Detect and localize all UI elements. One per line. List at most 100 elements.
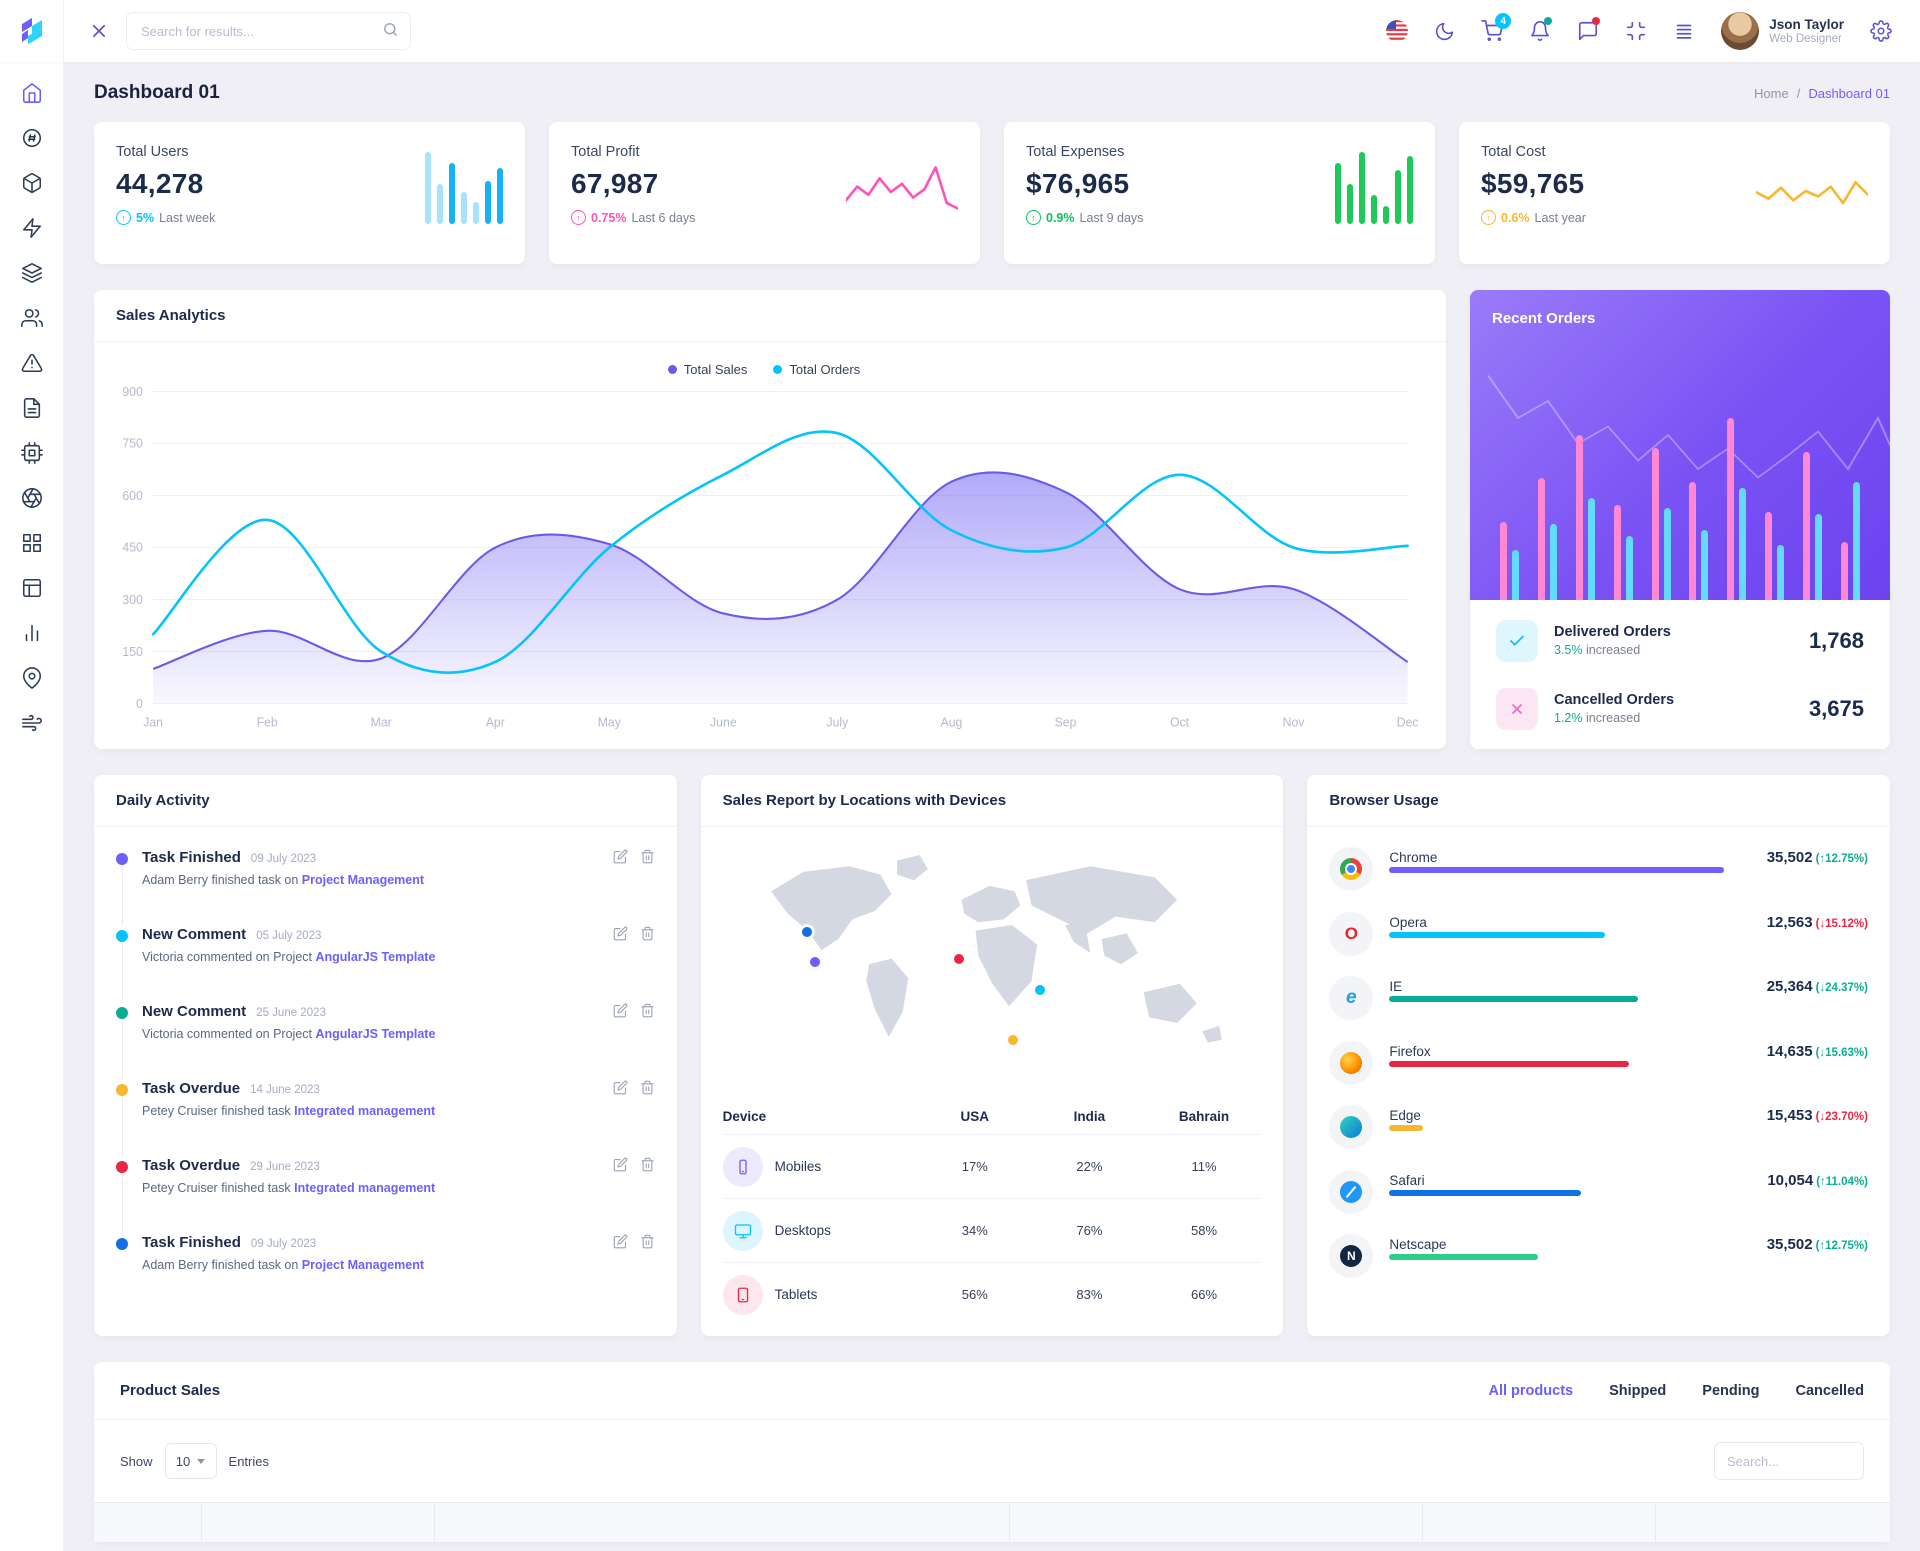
search-icon[interactable]	[382, 21, 399, 38]
activity-description: Petey Cruiser finished task Integrated m…	[142, 1181, 436, 1195]
edit-icon[interactable]	[613, 926, 628, 1003]
activity-link[interactable]: Project Management	[301, 873, 425, 887]
sidebar-item-package-icon[interactable]	[19, 170, 45, 196]
stat-card-total-expenses: Total Expenses $76,965 ↑ 0.9% Last 9 day…	[1004, 122, 1435, 264]
product-search-input[interactable]	[1714, 1442, 1864, 1480]
fullscreen-minimize-icon[interactable]	[1625, 20, 1647, 42]
browser-name: IE	[1389, 979, 1403, 994]
edge-logo-icon	[1329, 1105, 1374, 1149]
edit-icon[interactable]	[613, 849, 628, 926]
sidebar-close-icon[interactable]	[90, 22, 108, 40]
sidebar-item-users-icon[interactable]	[19, 305, 45, 331]
activity-description: Victoria commented on Project AngularJS …	[142, 1027, 436, 1041]
browser-progress-fill	[1389, 996, 1639, 1002]
delete-trash-icon[interactable]	[640, 1080, 655, 1157]
recent-orders-bar-chart	[1500, 375, 1860, 600]
browser-name: Safari	[1389, 1172, 1425, 1188]
delete-trash-icon[interactable]	[640, 1003, 655, 1080]
sidebar-item-zap-icon[interactable]	[19, 215, 45, 241]
activity-date: 09 July 2023	[250, 853, 317, 865]
page-title: Dashboard 01	[94, 82, 220, 103]
browser-value: 10,054	[1767, 1171, 1814, 1189]
activity-link[interactable]: AngularJS Template	[315, 1027, 436, 1041]
messages-chat-icon[interactable]	[1577, 17, 1601, 42]
stat-delta: ↑ 0.6% Last year	[1481, 210, 1868, 225]
sidebar-item-cpu-icon[interactable]	[19, 440, 45, 466]
browser-progress-track	[1389, 1060, 1868, 1067]
delivered-orders-subtext: increased	[1585, 643, 1641, 657]
user-profile[interactable]: Json Taylor Web Designer	[1721, 12, 1844, 50]
sidebar-item-aperture-icon[interactable]	[19, 485, 45, 511]
legend-label-total-orders[interactable]: Total Orders	[789, 362, 861, 377]
delivered-check-icon	[1496, 619, 1538, 662]
browser-name: Netscape	[1389, 1237, 1447, 1252]
browser-row: O Opera 12,563 (↓15.12%)	[1329, 911, 1868, 977]
sidebar-item-file-icon[interactable]	[19, 395, 45, 421]
sidebar-item-home-icon[interactable]	[19, 80, 45, 106]
activity-link[interactable]: Project Management	[301, 1258, 425, 1272]
delete-trash-icon[interactable]	[640, 1157, 655, 1234]
stat-card-total-cost: Total Cost $59,765 ↑ 0.6% Last year	[1459, 122, 1890, 264]
stat-value: $76,965	[1026, 168, 1130, 199]
delete-trash-icon[interactable]	[640, 926, 655, 1003]
activity-date: 09 July 2023	[250, 1238, 317, 1250]
browser-progress-track	[1389, 1125, 1868, 1131]
activity-item: New Comment 05 July 2023 Victoria commente…	[116, 926, 655, 1003]
delete-trash-icon[interactable]	[640, 1234, 655, 1311]
edit-icon[interactable]	[613, 1080, 628, 1157]
settings-gear-icon[interactable]	[1870, 20, 1892, 42]
sidebar-item-grid-icon[interactable]	[19, 530, 45, 556]
activity-dot	[116, 1161, 128, 1173]
browser-name: Chrome	[1389, 850, 1438, 865]
sidebar-item-chart-icon[interactable]	[19, 620, 45, 646]
browser-row: Safari 10,054 (↑11.04%)	[1329, 1169, 1868, 1235]
stat-label: Total Cost	[1481, 144, 1546, 160]
breadcrumb-current[interactable]: Dashboard 01	[1808, 85, 1890, 101]
delivered-orders-row: Delivered Orders 3.5% increased 1,768	[1496, 619, 1864, 662]
delivered-orders-label: Delivered Orders	[1554, 624, 1671, 640]
sidebar-item-layout-icon[interactable]	[19, 575, 45, 601]
map-location-dot	[810, 956, 821, 967]
sidebar-item-alert-icon[interactable]	[19, 350, 45, 376]
tab-shipped[interactable]: Shipped	[1609, 1382, 1667, 1399]
dark-mode-moon-icon[interactable]	[1434, 21, 1455, 42]
sales-analytics-card: Sales Analytics Total Sales Total Orders…	[94, 290, 1446, 749]
activity-link[interactable]: Integrated management	[294, 1104, 436, 1118]
stat-value: 67,987	[571, 168, 659, 199]
timeline-line	[121, 942, 123, 1003]
edit-icon[interactable]	[613, 1157, 628, 1234]
sidebar-item-hash-icon[interactable]	[19, 125, 45, 151]
activity-dot	[116, 853, 128, 865]
map-location-dot	[1008, 1035, 1019, 1046]
language-flag-icon[interactable]	[1386, 20, 1409, 42]
delete-trash-icon[interactable]	[640, 849, 655, 926]
edit-icon[interactable]	[613, 1234, 628, 1311]
entries-select[interactable]: 10	[164, 1443, 217, 1479]
stat-label: Total Users	[116, 144, 189, 160]
svg-text:Aug: Aug	[941, 715, 963, 729]
legend-label-total-sales[interactable]: Total Sales	[683, 362, 748, 377]
app-logo[interactable]	[0, 0, 64, 62]
sidebar-item-wind-icon[interactable]	[19, 710, 45, 736]
sidebar-item-map-pin-icon[interactable]	[19, 665, 45, 691]
entries-label: Entries	[228, 1453, 269, 1469]
edit-icon[interactable]	[613, 1003, 628, 1080]
tab-all-products[interactable]: All products	[1488, 1382, 1574, 1399]
browser-change: (↑12.75%)	[1815, 1240, 1868, 1252]
tab-cancelled[interactable]: Cancelled	[1795, 1382, 1865, 1399]
product-sales-title: Product Sales	[120, 1382, 221, 1399]
notifications-bell-icon[interactable]	[1529, 17, 1553, 42]
activity-link[interactable]: Integrated management	[294, 1181, 436, 1195]
show-label: Show	[120, 1453, 153, 1469]
breadcrumb-home[interactable]: Home	[1754, 85, 1789, 101]
activity-description: Adam Berry finished task on Project Mana…	[142, 873, 425, 887]
stat-period: Last year	[1534, 210, 1586, 225]
activity-link[interactable]: AngularJS Template	[315, 950, 436, 964]
cart-icon[interactable]: 4	[1481, 13, 1512, 42]
sidebar-item-layers-icon[interactable]	[19, 260, 45, 286]
search-input[interactable]	[126, 12, 411, 50]
menu-icon[interactable]	[1673, 20, 1695, 42]
tab-pending[interactable]: Pending	[1702, 1382, 1760, 1399]
svg-text:150: 150	[122, 645, 143, 659]
stat-delta-value: 5%	[136, 210, 155, 225]
